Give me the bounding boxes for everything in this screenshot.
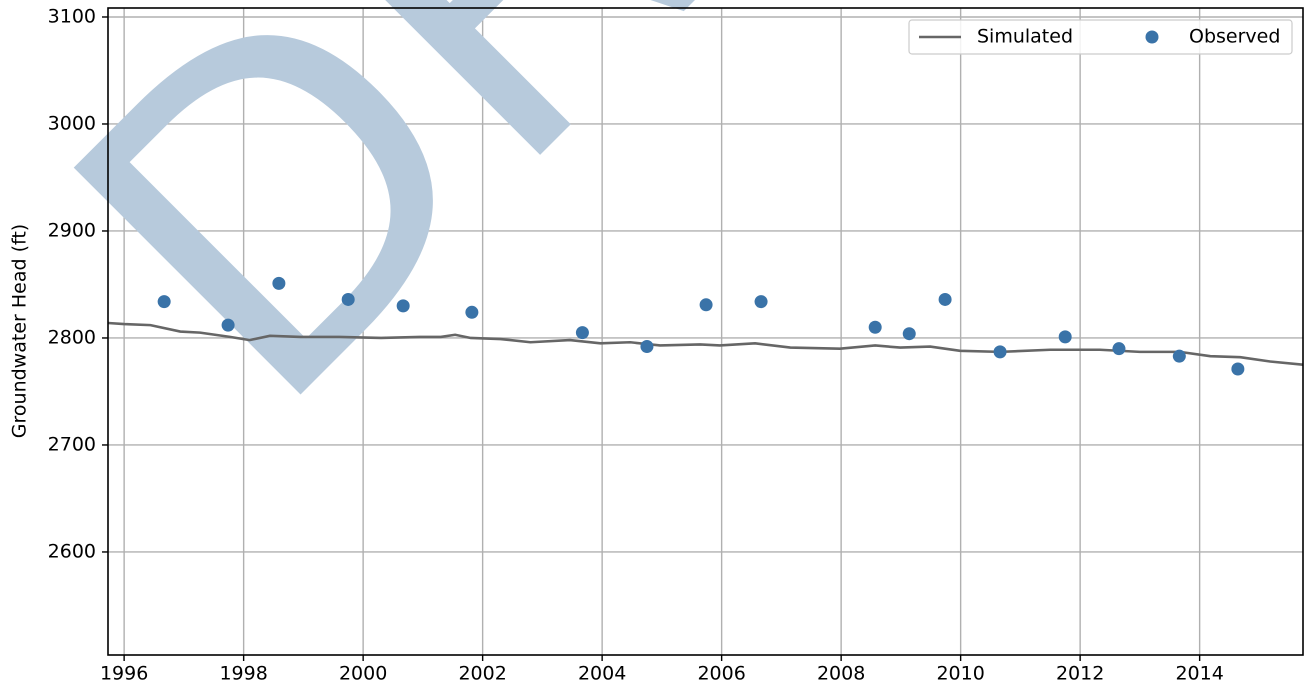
x-tick-label: 2014 (1175, 663, 1223, 685)
point (1172, 349, 1186, 363)
point (157, 295, 171, 309)
point (754, 295, 768, 309)
point (1058, 330, 1072, 344)
point (396, 299, 410, 313)
x-tick-label: 2002 (458, 663, 506, 685)
point (699, 298, 713, 312)
point (465, 305, 479, 319)
legend-box (908, 19, 1293, 55)
x-tick-label: 2000 (339, 663, 387, 685)
plot-frame (107, 7, 1304, 656)
y-tick-label: 3000 (48, 112, 96, 134)
y-tick-label: 3100 (48, 5, 96, 27)
y-tick-label: 2600 (48, 540, 96, 562)
point (868, 320, 882, 334)
y-axis-label: Groundwater Head (ft) (9, 224, 31, 438)
plot-data (108, 276, 1303, 376)
line (108, 321, 1303, 367)
x-tick-label: 2006 (697, 663, 745, 685)
x-tick-label: 1996 (100, 663, 148, 685)
ticks: 2600 2700 2800 2900 3000 3100 1996 1998 2000 2002… (48, 5, 1224, 684)
y-tick-label: 2800 (48, 326, 96, 348)
y-tick-label: 2900 (48, 219, 96, 241)
x-tick-label: 1998 (219, 663, 267, 685)
point (221, 318, 235, 332)
point (1231, 362, 1245, 376)
x-tick-label: 2004 (578, 663, 626, 685)
point (341, 292, 355, 306)
legend-swatch (1145, 30, 1159, 44)
point (993, 345, 1007, 359)
x-tick-label: 2012 (1056, 663, 1104, 685)
legend-label: Observed (1189, 26, 1280, 48)
point (1112, 342, 1126, 356)
point (902, 327, 916, 341)
point (272, 276, 286, 290)
legend-label: Simulated (977, 26, 1073, 48)
point (640, 340, 654, 354)
x-tick-label: 2010 (936, 663, 984, 685)
point (938, 292, 952, 306)
point (575, 326, 589, 340)
x-tick-label: 2008 (817, 663, 865, 685)
legend: Simulated Observed (908, 19, 1293, 55)
y-tick-label: 2700 (48, 433, 96, 455)
